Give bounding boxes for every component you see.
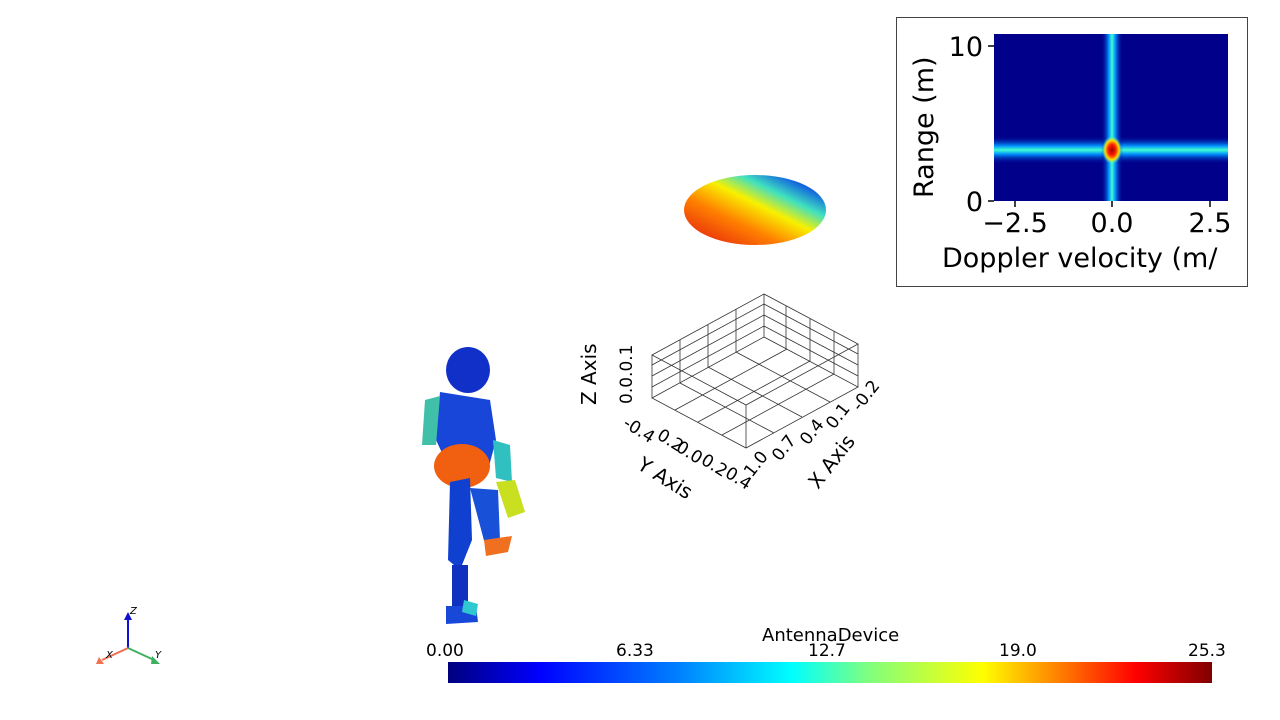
colorbar-tick: 6.33 [616, 641, 654, 661]
inset-ylabel: Range (m) [909, 56, 940, 198]
colorbar-tick: 19.0 [999, 641, 1037, 661]
z-axis-title: Z Axis [577, 343, 601, 405]
inset-xtick-label: −2.5 [982, 208, 1048, 239]
inset-ytick-label: 0 [966, 187, 983, 218]
axes-cube [651, 293, 859, 449]
colorbar-title: AntennaDevice [762, 625, 900, 646]
inset-ytick-label: 10 [949, 32, 983, 63]
z-axis-ticks: 0.0.0.1 [617, 345, 637, 404]
human-figure[interactable] [422, 347, 525, 624]
y-axis-tick-labels: -0.4 0.2 0.0 0.2 0.4 [619, 413, 755, 494]
triad-z-label: Z [129, 606, 138, 617]
colorbar-tick: 0.00 [426, 641, 464, 661]
heatmap-peak [1102, 136, 1122, 164]
x-tick-label: -0.2 [848, 377, 884, 415]
inset-xtick-label: 2.5 [1189, 208, 1232, 239]
inset-xtick-label: 0.0 [1091, 208, 1134, 239]
triad-x-label: X [105, 650, 114, 661]
antenna-disc[interactable] [684, 175, 826, 245]
range-doppler-inset: 10 0 −2.5 0.0 2.5 Range (m) Doppler velo… [896, 17, 1248, 287]
orientation-triad: Z X Y [96, 606, 162, 664]
triad-y-label: Y [155, 650, 162, 661]
colorbar-tick: 12.7 [808, 641, 846, 661]
colorbar [448, 662, 1212, 683]
y-tick-label: -0.4 [619, 413, 658, 448]
colorbar-tick: 25.3 [1188, 641, 1226, 661]
inset-xlabel: Doppler velocity (m/ [942, 243, 1218, 274]
